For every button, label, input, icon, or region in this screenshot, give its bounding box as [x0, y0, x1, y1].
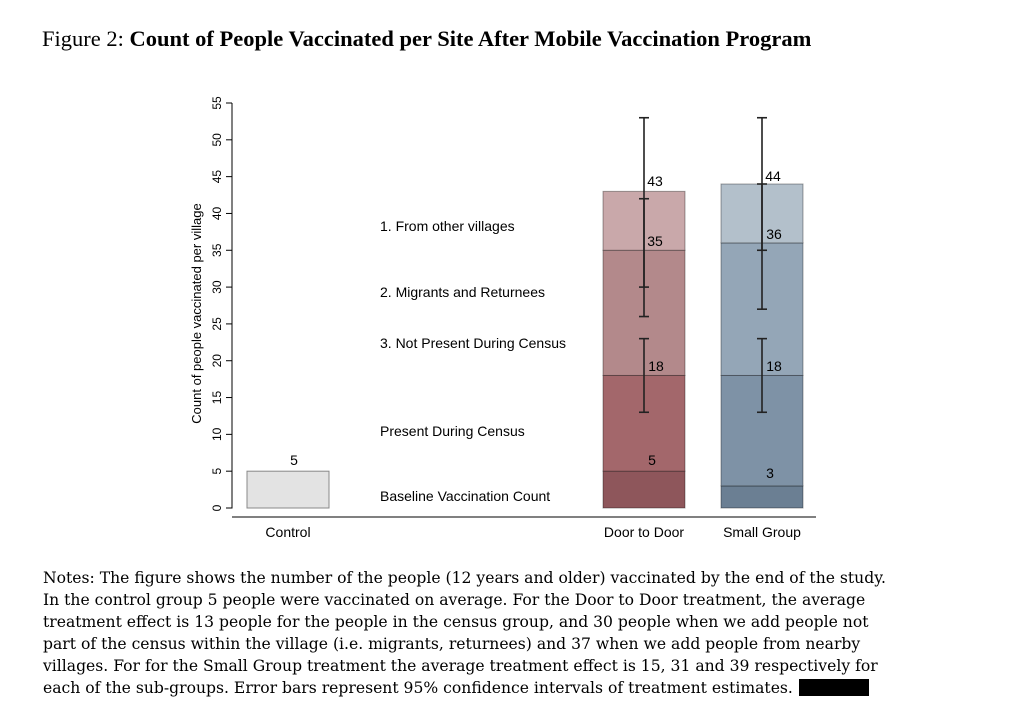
notes-line: Notes: The figure shows the number of th… [43, 569, 886, 587]
legend-label: Present During Census [380, 423, 525, 439]
figure-title: Figure 2: Count of People Vaccinated per… [42, 26, 811, 52]
y-tick-label: 20 [210, 354, 224, 368]
notes-line: villages. For for the Small Group treatm… [43, 657, 878, 675]
legend-label: 2. Migrants and Returnees [380, 284, 545, 300]
y-tick-label: 35 [210, 243, 224, 257]
notes-line: part of the census within the village (i… [43, 635, 861, 653]
data-label: 43 [647, 173, 663, 189]
y-tick-label: 5 [210, 468, 224, 475]
data-label: 5 [648, 452, 656, 468]
bar-segment [720, 485, 804, 509]
x-tick-label: Control [265, 524, 310, 540]
legend-label: 1. From other villages [380, 218, 515, 234]
bar-segment [602, 470, 686, 509]
legend-label: Baseline Vaccination Count [380, 488, 550, 504]
y-tick-label: 40 [210, 206, 224, 220]
figure-label: Figure 2: [42, 26, 124, 51]
data-label: 36 [766, 226, 782, 242]
notes-line: each of the sub-groups. Error bars repre… [43, 679, 793, 697]
data-label: 5 [290, 452, 298, 468]
data-label: 44 [765, 168, 781, 184]
notes-line: treatment effect is 13 people for the pe… [43, 613, 869, 631]
figure-title-text: Count of People Vaccinated per Site Afte… [129, 26, 812, 51]
data-label: 18 [648, 358, 664, 374]
data-label: 3 [766, 465, 774, 481]
y-tick-label: 45 [210, 170, 224, 184]
y-tick-label: 10 [210, 427, 224, 441]
data-label: 35 [647, 233, 663, 249]
y-tick-label: 0 [210, 504, 224, 511]
y-axis-label: Count of people vaccinated per village [189, 203, 204, 423]
bar-segment [720, 374, 804, 487]
x-tick-label: Door to Door [604, 524, 684, 540]
data-label: 18 [766, 358, 782, 374]
notes-line: In the control group 5 people were vacci… [43, 591, 866, 609]
y-tick-label: 30 [210, 280, 224, 294]
y-tick-label: 55 [210, 96, 224, 110]
y-tick-label: 15 [210, 391, 224, 405]
redaction-box [798, 679, 869, 696]
legend-label: 3. Not Present During Census [380, 335, 566, 351]
x-tick-label: Small Group [723, 524, 801, 540]
figure-notes: Notes: The figure shows the number of th… [43, 567, 993, 699]
y-tick-label: 25 [210, 317, 224, 331]
bar-segment [246, 470, 330, 509]
y-tick-label: 50 [210, 133, 224, 147]
